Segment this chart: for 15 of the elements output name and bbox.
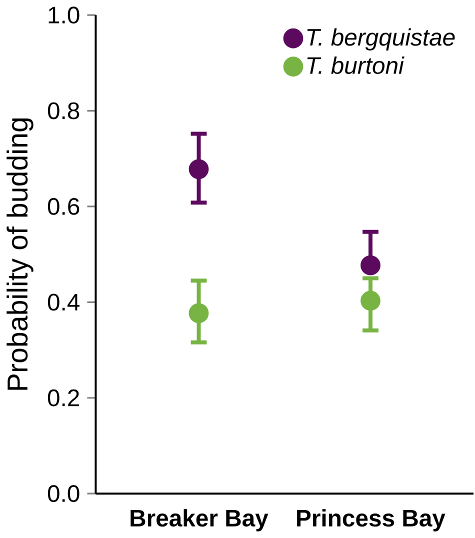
y-tick-label: 1.0	[49, 6, 80, 24]
legend-label: T. bergquistae	[308, 28, 455, 50]
y-tick-label: 0.2	[48, 389, 80, 406]
y-tick-label: 0.4	[48, 294, 80, 311]
legend-label: T. burtoni	[308, 56, 405, 74]
x-tick-label: Princess Bay	[297, 509, 446, 532]
point	[189, 303, 209, 324]
x-tick-label: Breaker Bay	[130, 509, 268, 532]
point	[360, 255, 381, 276]
y-tick-label: 0.8	[48, 102, 80, 120]
point	[189, 159, 209, 180]
y-tick-label: 0.6	[48, 198, 80, 215]
y-tick-label: 0.0	[48, 485, 80, 502]
y-axis-title: Probability of budding	[6, 118, 34, 390]
point	[360, 290, 381, 311]
